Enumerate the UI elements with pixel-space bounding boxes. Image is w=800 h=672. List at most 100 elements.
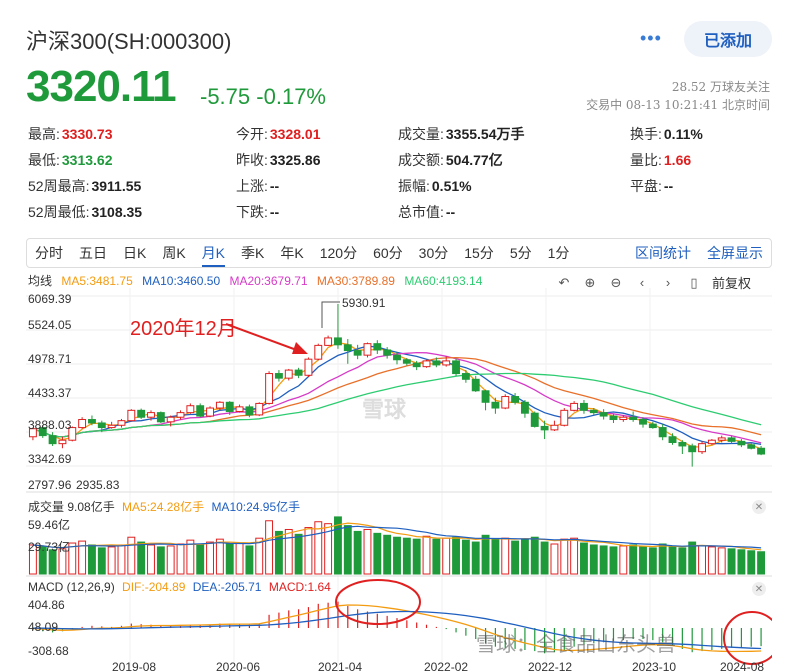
more-dots-icon[interactable]: ••• [640, 28, 662, 48]
candle-body [570, 402, 579, 411]
candle-body [471, 378, 480, 392]
volume-bar [284, 528, 293, 575]
arrow-right-icon[interactable]: › [665, 275, 671, 290]
candle-body [215, 401, 224, 409]
macd-dif-line [32, 604, 762, 653]
quote-value: 3355.54万手 [445, 126, 525, 142]
macd-dif: DIF:-204.89 [122, 580, 186, 594]
tab-timeshare[interactable]: 分时 [35, 245, 63, 261]
candle-body [225, 401, 234, 412]
volume-legend-label: 成交量 9.08亿手 [28, 500, 115, 514]
volume-bar [97, 547, 106, 575]
candle-body [334, 337, 342, 346]
ma-legend-label: 均线 [28, 274, 53, 288]
chart-tools: ↶ ⊕ ⊖ ‹ › ▯ 前复权 [556, 273, 751, 292]
tab-15min[interactable]: 15分 [464, 245, 494, 261]
quote-value: 3911.55 [91, 178, 142, 194]
close-volume-icon[interactable]: ✕ [752, 500, 766, 514]
x-tick-label: 2024-08 [720, 660, 765, 672]
highlight-circle [335, 579, 421, 625]
candle-body [137, 409, 146, 418]
tab-fullscreen[interactable]: 全屏显示 [707, 245, 763, 261]
tab-range-stats[interactable]: 区间统计 [635, 245, 691, 261]
kline-chart[interactable] [26, 288, 781, 672]
candle-body [117, 420, 126, 426]
volume-bar [294, 533, 303, 575]
volume-bar [363, 528, 372, 575]
tab-120min[interactable]: 120分 [319, 245, 358, 261]
close-macd-icon[interactable]: ✕ [752, 582, 766, 596]
tab-5min[interactable]: 5分 [509, 245, 532, 261]
quote-value: 1.66 [663, 152, 692, 168]
trading-status: 交易中 08-13 10:21:41 北京时间 [586, 98, 770, 112]
undo-icon[interactable]: ↶ [558, 274, 570, 290]
ma20-value: MA20:3679.71 [229, 274, 308, 288]
volume-bar [265, 520, 274, 575]
quote-value: 3313.62 [61, 152, 113, 168]
tab-30min[interactable]: 30分 [418, 245, 449, 261]
volume-bar [629, 544, 638, 575]
tab-1min[interactable]: 1分 [547, 245, 570, 261]
candle-body [501, 396, 510, 409]
tab-weekly-k[interactable]: 周K [162, 245, 186, 261]
tab-daily-k[interactable]: 日K [123, 245, 147, 261]
quote-volume: 成交量: 3355.54万手 [398, 124, 525, 144]
period-tabs: 分时 五日 日K 周K 月K 季K 年K 120分 60分 30分 15分 5分… [26, 238, 772, 268]
annotation-label: 2020年12月 [130, 318, 237, 340]
candle-body [176, 412, 185, 418]
volume-bar [156, 546, 165, 575]
y-tick-label: 4978.71 [28, 352, 72, 366]
change-value: -5.75 [200, 84, 251, 109]
candle-type-icon[interactable]: ▯ [690, 274, 698, 290]
volume-bar [471, 541, 480, 575]
tab-yearly-k[interactable]: 年K [280, 245, 304, 261]
annotation-arrow [225, 323, 303, 353]
added-watchlist-button[interactable]: 已添加 [684, 21, 772, 57]
candle-body [343, 344, 352, 352]
quote-label: 平盘: [630, 178, 662, 194]
volume-ma5: MA5:24.28亿手 [122, 500, 205, 514]
stock-title: 沪深300(SH:000300) [26, 29, 232, 54]
volume-bar [38, 546, 47, 575]
candle-body [422, 360, 431, 368]
volume-bar [215, 538, 224, 575]
tab-5day[interactable]: 五日 [79, 245, 107, 261]
volume-bar [501, 537, 510, 575]
quote-prev-close: 昨收: 3325.86 [236, 150, 321, 170]
volume-bar [550, 543, 559, 575]
quote-value: 3108.35 [91, 204, 143, 220]
quote-label: 成交额: [398, 152, 444, 168]
candle-body [599, 412, 608, 417]
volume-bar [373, 532, 382, 575]
volume-bar [688, 541, 697, 575]
volume-bar [737, 549, 746, 575]
candle-body [68, 427, 77, 441]
volume-bar [589, 544, 598, 575]
volume-bar [540, 541, 549, 575]
quote-label: 下跌: [236, 204, 268, 220]
candle-body [284, 369, 293, 379]
y-tick-label: 3888.03 [28, 418, 72, 432]
volume-bar [48, 549, 57, 575]
x-tick-label: 2019-08 [112, 660, 157, 672]
volume-bar [58, 548, 67, 575]
candle-body [127, 409, 136, 422]
volume-ma10: MA10:24.95亿手 [211, 500, 301, 514]
candle-body [402, 359, 411, 364]
candle-body [678, 442, 687, 447]
tab-60min[interactable]: 60分 [373, 245, 403, 261]
ma60-value: MA60:4193.14 [404, 274, 483, 288]
zoom-in-icon[interactable]: ⊕ [584, 274, 596, 290]
quote-value: -- [269, 178, 280, 194]
tab-monthly-k[interactable]: 月K [194, 239, 233, 267]
volume-bar [619, 545, 628, 575]
candle-body [294, 369, 303, 376]
tab-quarterly-k[interactable]: 季K [241, 245, 265, 261]
candle-body [658, 427, 667, 438]
quote-mktcap: 总市值: -- [398, 202, 455, 222]
quote-label: 52周最低: [28, 204, 90, 220]
arrow-left-icon[interactable]: ‹ [639, 275, 645, 290]
volume-bar [147, 544, 155, 575]
zoom-out-icon[interactable]: ⊖ [610, 274, 622, 290]
adjust-select[interactable]: 前复权 [712, 276, 752, 291]
